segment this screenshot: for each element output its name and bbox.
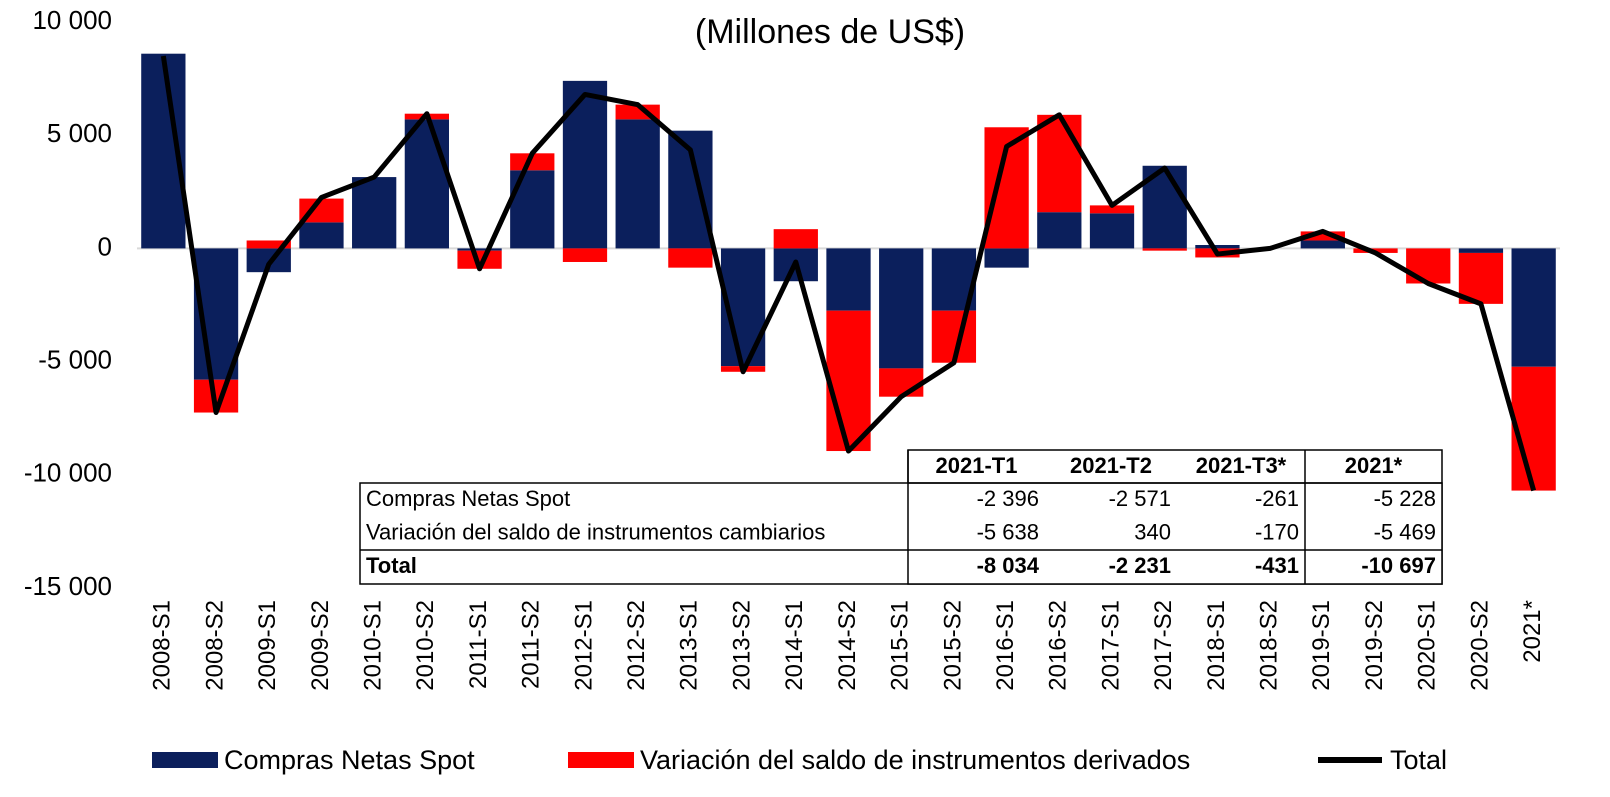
bar <box>826 248 871 311</box>
bar <box>984 248 1029 268</box>
y-tick-label: -10 000 <box>24 458 112 488</box>
bar <box>562 248 608 262</box>
bar <box>510 153 555 171</box>
bar <box>1089 213 1135 249</box>
bar <box>1300 231 1345 241</box>
x-tick-label: 2012-S1 <box>570 600 597 691</box>
x-tick-label: 2018-S2 <box>1255 600 1282 691</box>
y-tick-label: 0 <box>98 231 112 261</box>
bar <box>1458 252 1504 304</box>
bar <box>879 248 924 369</box>
bar <box>457 250 502 269</box>
table-cell: -170 <box>1255 519 1299 544</box>
bar <box>1406 248 1451 284</box>
x-tick-label: 2021* <box>1519 600 1546 663</box>
bar <box>1089 205 1135 214</box>
bar <box>457 248 502 251</box>
bar <box>404 119 450 249</box>
bar <box>246 240 291 249</box>
bar <box>615 119 660 249</box>
x-tick-label: 2008-S1 <box>149 600 176 691</box>
table-header: 2021-T1 <box>936 453 1018 478</box>
x-tick-label: 2011-S1 <box>465 600 492 689</box>
bar <box>826 310 871 452</box>
y-tick-label: -15 000 <box>24 571 112 601</box>
legend-label: Total <box>1390 745 1447 775</box>
line <box>160 55 1537 492</box>
x-tick-label: 2016-S1 <box>992 600 1019 691</box>
x-tick-label: 2015-S1 <box>887 600 914 691</box>
x-tick-label: 2014-S2 <box>834 600 861 691</box>
x-tick-label: 2020-S1 <box>1414 600 1441 691</box>
table-cell: -2 231 <box>1109 553 1171 578</box>
x-tick-label: 2020-S2 <box>1466 600 1493 691</box>
x-tick-label: 2009-S1 <box>254 600 281 691</box>
x-tick-label: 2010-S2 <box>412 600 439 691</box>
table-cell: -261 <box>1255 486 1299 511</box>
x-tick-label: 2018-S1 <box>1203 600 1230 691</box>
bar <box>879 368 924 397</box>
x-tick-label: 2013-S1 <box>676 600 703 691</box>
x-tick-label: 2014-S1 <box>781 600 808 691</box>
x-tick-label: 2019-S2 <box>1361 600 1388 691</box>
bar <box>1458 248 1504 253</box>
table-cell: -5 469 <box>1374 519 1436 544</box>
legend-swatch <box>568 752 634 768</box>
table-cell: -8 034 <box>977 553 1040 578</box>
chart-subtitle: (Millones de US$) <box>695 13 965 51</box>
table-cell: -2 396 <box>977 486 1039 511</box>
bar <box>1142 248 1187 251</box>
x-tick-label: 2019-S1 <box>1308 600 1335 691</box>
bar <box>1195 245 1240 249</box>
bar <box>299 222 344 249</box>
y-tick-label: -5 000 <box>38 344 112 374</box>
table-header: 2021* <box>1345 453 1403 478</box>
y-tick-label: 10 000 <box>32 5 112 35</box>
bar <box>668 248 713 268</box>
table-cell: Variación del saldo de instrumentos camb… <box>366 519 825 544</box>
bar <box>1511 366 1556 491</box>
table-cell: -5 228 <box>1374 486 1436 511</box>
table-header: 2021-T2 <box>1070 453 1152 478</box>
x-tick-label: 2008-S2 <box>201 600 228 691</box>
x-tick-label: 2011-S2 <box>518 600 545 689</box>
table-cell: -431 <box>1255 553 1299 578</box>
table-cell: -10 697 <box>1361 553 1436 578</box>
x-tick-label: 2010-S1 <box>360 600 387 691</box>
bar <box>1300 240 1345 249</box>
table-cell: -2 571 <box>1109 486 1171 511</box>
bar <box>1037 114 1082 213</box>
table-cell: 340 <box>1134 519 1171 544</box>
x-tick-label: 2016-S2 <box>1045 600 1072 691</box>
table-cell: -5 638 <box>977 519 1039 544</box>
table-header: 2021-T3* <box>1196 453 1287 478</box>
x-tick-label: 2017-S1 <box>1097 600 1124 691</box>
legend-label: Compras Netas Spot <box>224 745 475 775</box>
legend-label: Variación del saldo de instrumentos deri… <box>640 745 1190 775</box>
bar <box>299 198 344 223</box>
x-tick-label: 2009-S2 <box>307 600 334 691</box>
x-tick-label: 2012-S2 <box>623 600 650 691</box>
bar <box>773 229 818 249</box>
table-cell: Compras Netas Spot <box>366 486 570 511</box>
legend-swatch <box>152 752 218 768</box>
bar <box>562 80 608 249</box>
table-border <box>359 482 1443 585</box>
bar <box>1037 212 1082 249</box>
bar <box>1511 248 1556 367</box>
table-cell: Total <box>366 553 417 578</box>
x-tick-label: 2015-S2 <box>939 600 966 691</box>
x-tick-label: 2017-S2 <box>1150 600 1177 691</box>
x-tick-label: 2013-S2 <box>728 600 755 691</box>
bar <box>352 177 397 249</box>
y-tick-label: 5 000 <box>47 118 112 148</box>
